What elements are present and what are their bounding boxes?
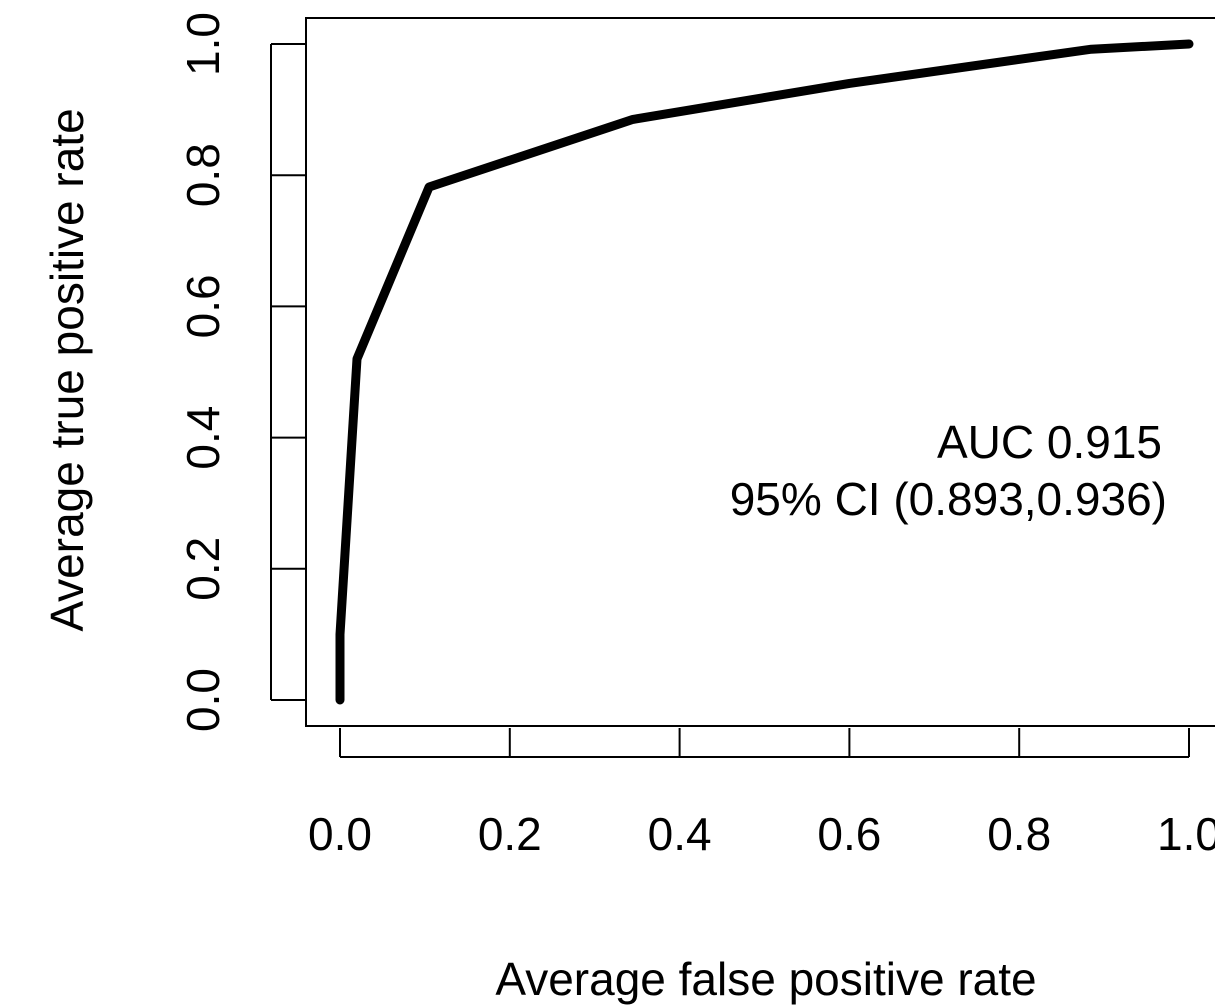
x-tick-label: 0.0	[308, 808, 372, 860]
y-tick-label: 0.0	[177, 668, 229, 732]
x-tick-label: 0.2	[478, 808, 542, 860]
x-axis: 0.0 0.2 0.4 0.6 0.8 1.0	[308, 728, 1215, 860]
y-tick-label: 0.4	[177, 406, 229, 470]
x-tick-label: 0.6	[817, 808, 881, 860]
annotation-auc: AUC 0.915	[937, 416, 1162, 468]
y-axis: 0.0 0.2 0.4 0.6 0.8 1.0	[177, 12, 306, 732]
x-tick-label: 0.8	[987, 808, 1051, 860]
y-tick-label: 0.6	[177, 274, 229, 338]
y-tick-label: 0.2	[177, 537, 229, 601]
x-tick-label: 1.0	[1157, 808, 1215, 860]
y-tick-label: 1.0	[177, 12, 229, 76]
x-axis-title: Average false positive rate	[495, 953, 1036, 1005]
annotation-ci: 95% CI (0.893,0.936)	[730, 473, 1167, 525]
y-tick-label: 0.8	[177, 143, 229, 207]
plot-frame	[305, 17, 1215, 727]
roc-curve-line	[335, 39, 1194, 705]
x-tick-label: 0.4	[648, 808, 712, 860]
y-axis-title: Average true positive rate	[41, 108, 93, 631]
